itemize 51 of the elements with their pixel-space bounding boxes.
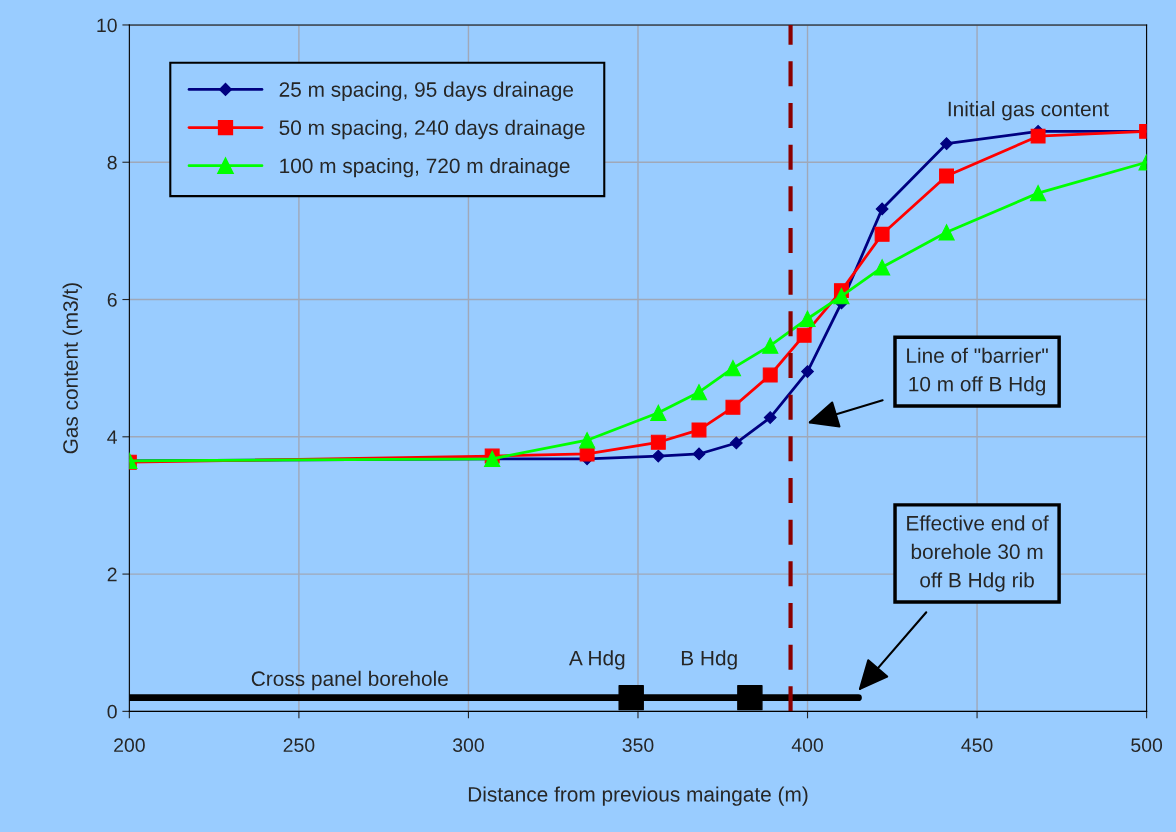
point (1029, 184, 1047, 202)
annotation: B Hdg (681, 650, 737, 670)
point (762, 367, 778, 383)
y-tick-label: 2 (107, 567, 117, 582)
y-tick-label: 8 (107, 155, 117, 170)
point (938, 224, 955, 241)
y-tick-label: 4 (107, 430, 117, 444)
point (940, 137, 953, 151)
point (796, 327, 812, 343)
point (650, 404, 667, 421)
point (833, 287, 850, 305)
y-tick-label: 10 (97, 18, 117, 33)
point (875, 202, 889, 216)
annotation: Line of "barrier" 10 m off B Hdg (907, 347, 1048, 396)
x-tick-label: 450 (961, 738, 993, 753)
legend-label: 25 m spacing, 95 days drainage (279, 81, 574, 101)
annotation: Cross panel borehole (251, 670, 448, 691)
point (578, 432, 596, 449)
annotation: A Hdg (568, 650, 625, 670)
point (691, 422, 707, 438)
point (651, 449, 665, 463)
legend-label: 50 m spacing, 240 days drainage (279, 119, 585, 140)
x-tick-label: 200 (114, 738, 145, 753)
point (873, 259, 891, 276)
point (762, 337, 779, 354)
point (737, 684, 763, 711)
x-tick-label: 350 (622, 738, 654, 753)
point (724, 360, 742, 377)
y-tick-label: 0 (107, 704, 117, 719)
annotation: Effective end of borehole 30 m off B Hdg rib (907, 515, 1049, 592)
legend-label: 100 m spacing, 720 m drainage (280, 157, 570, 178)
point (799, 310, 816, 327)
x-axis-title: Distance from previous maingate (m) (468, 786, 808, 806)
y-tick-label: 6 (107, 292, 117, 307)
x-tick-label: 300 (452, 738, 484, 753)
point (725, 399, 741, 415)
point (763, 411, 777, 424)
point (729, 436, 743, 450)
point (1030, 128, 1046, 144)
point (939, 168, 955, 184)
y-axis-title: Gas content (m3/t) (62, 283, 83, 454)
point (874, 226, 890, 242)
x-tick-label: 500 (1131, 738, 1163, 753)
annotation: Initial gas content (948, 101, 1109, 121)
point (618, 684, 644, 711)
x-tick-label: 250 (283, 738, 315, 753)
x-tick-label: 400 (791, 738, 823, 753)
point (801, 365, 814, 378)
point (690, 384, 708, 401)
point (650, 434, 666, 450)
point (692, 447, 706, 461)
